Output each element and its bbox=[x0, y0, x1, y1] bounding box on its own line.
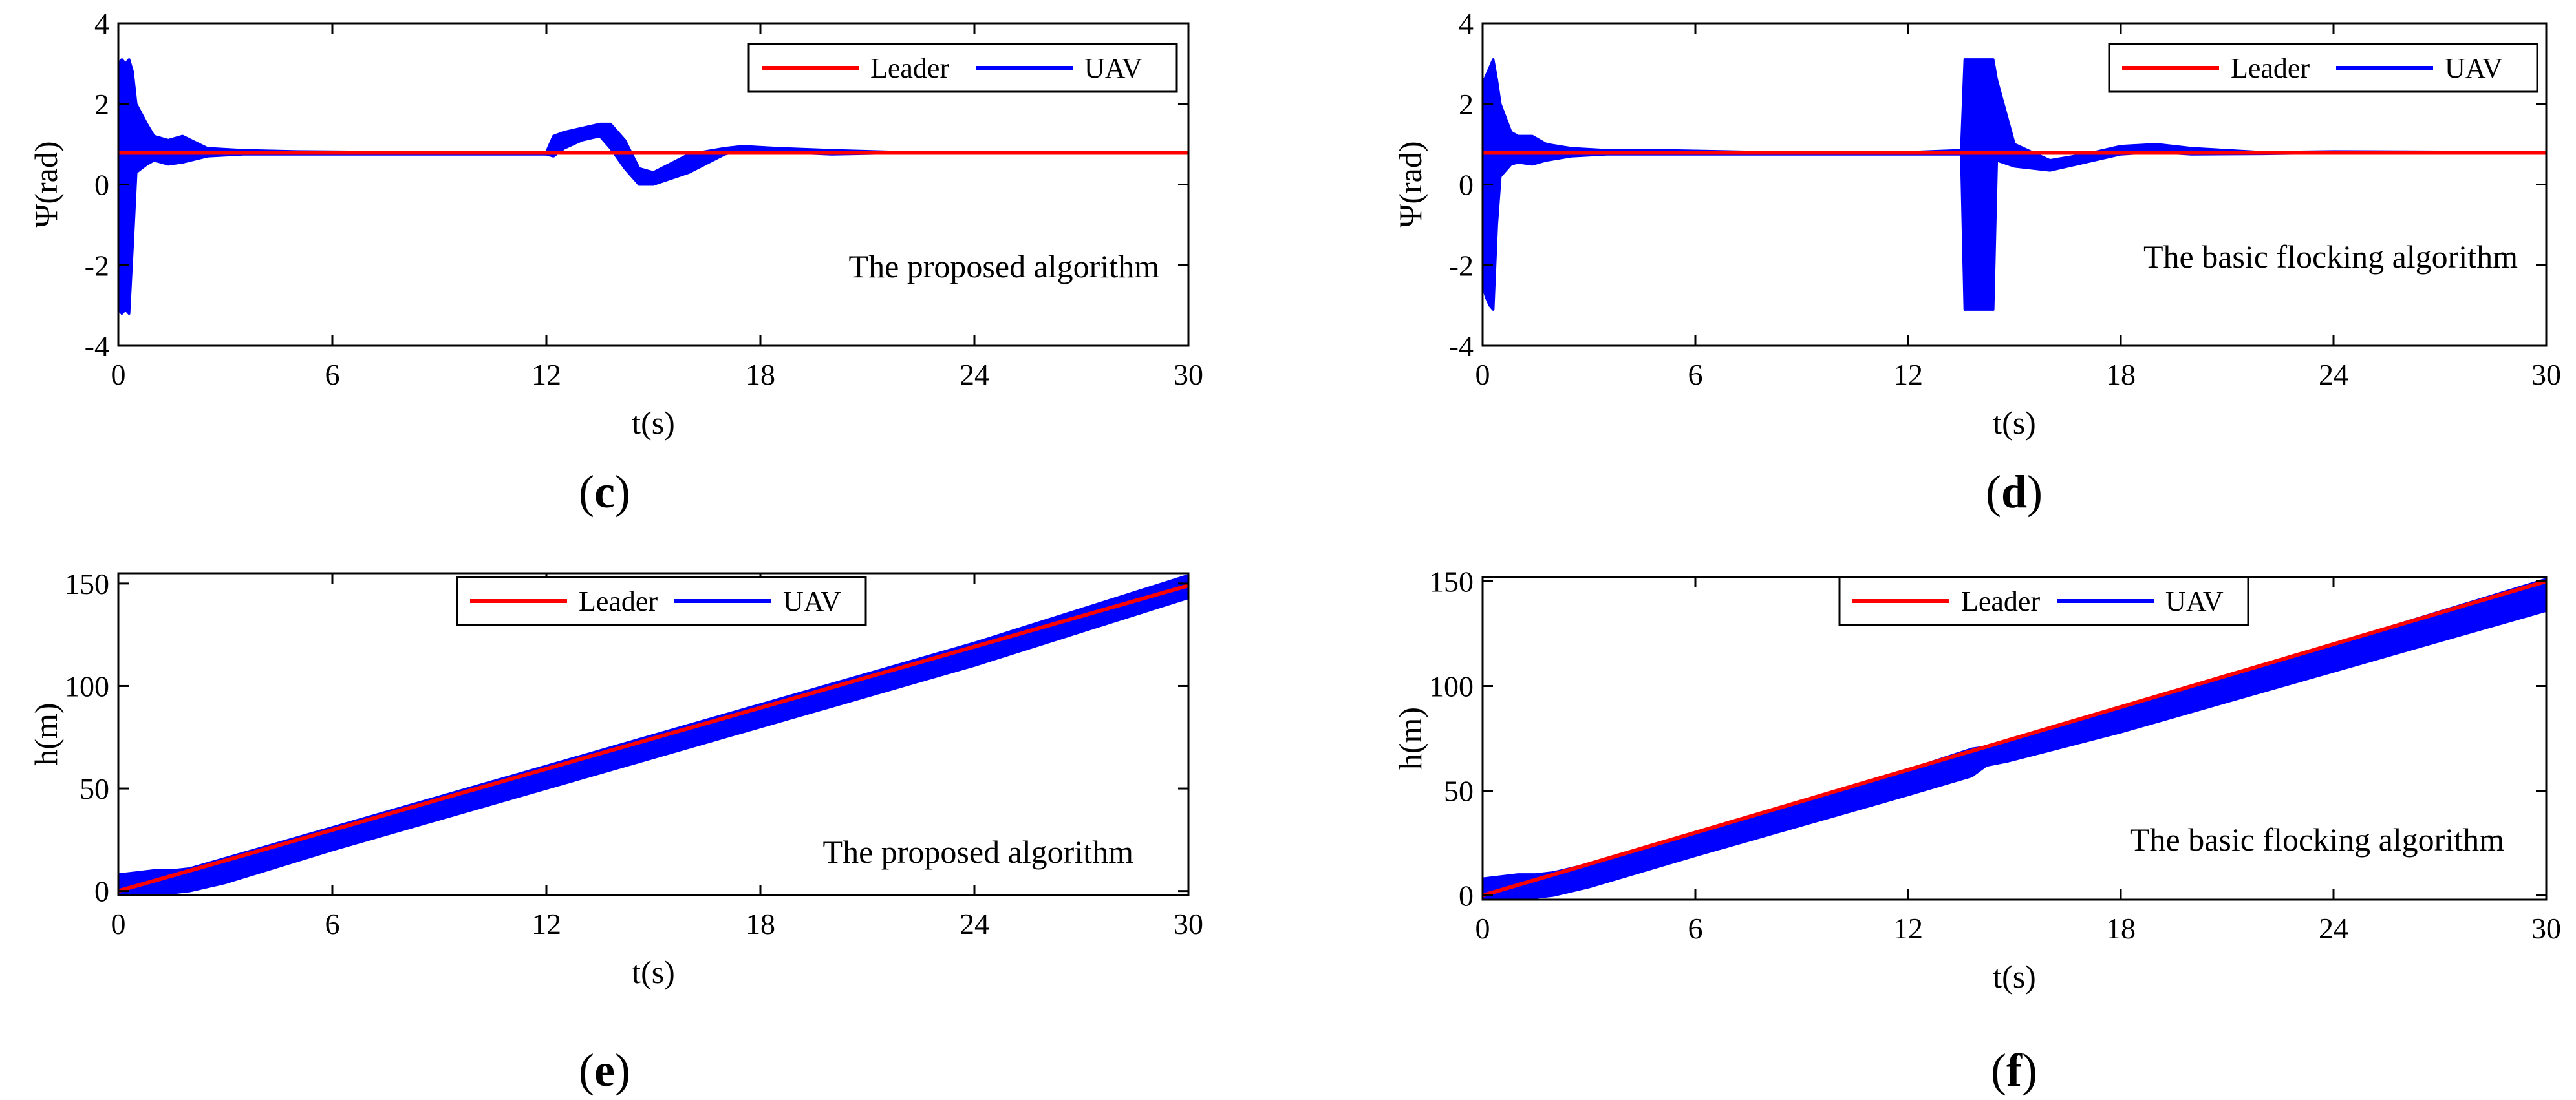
y-tick-label: 4 bbox=[1459, 7, 1474, 40]
panel-paren-close: ) bbox=[2027, 466, 2043, 518]
chart-panel-f: 0 6 12 18 24 30 0 50 100 150 t(s) h(m) The basic flo… bbox=[1392, 565, 2561, 1096]
panel-paren-close: ) bbox=[2022, 1044, 2037, 1096]
legend-label-leader: Leader bbox=[2231, 52, 2310, 84]
y-axis-label: Ψ(rad) bbox=[28, 141, 64, 227]
legend-label-uav: UAV bbox=[2165, 586, 2224, 617]
panel-letter: e bbox=[594, 1044, 615, 1096]
y-tick-label: 50 bbox=[1444, 775, 1474, 808]
x-axis-label: t(s) bbox=[1993, 958, 2036, 995]
legend-label-leader: Leader bbox=[870, 52, 949, 84]
x-tick-label: 24 bbox=[2319, 358, 2348, 391]
legend: Leader UAV bbox=[2108, 43, 2538, 93]
plot-area bbox=[118, 574, 1188, 895]
x-tick-label: 12 bbox=[1893, 912, 1923, 945]
y-tick-label: 100 bbox=[65, 670, 109, 703]
x-tick-label: 0 bbox=[1476, 358, 1490, 391]
annotation-text: The proposed algorithm bbox=[823, 834, 1134, 870]
x-tick-label: 12 bbox=[531, 358, 561, 391]
legend-label-leader: Leader bbox=[1961, 586, 2040, 617]
y-tick-label: 2 bbox=[94, 88, 109, 121]
legend-label-leader: Leader bbox=[579, 586, 658, 617]
x-tick-label: 6 bbox=[1688, 358, 1703, 391]
x-tick-label: 24 bbox=[960, 907, 989, 940]
x-tick-label: 18 bbox=[2106, 912, 2136, 945]
x-tick-label: 12 bbox=[1893, 358, 1923, 391]
x-tick-label: 6 bbox=[325, 907, 340, 940]
panel-paren-open: ( bbox=[1986, 466, 2001, 518]
chart-panel-e: 0 6 12 18 24 30 0 50 100 150 t(s) h(m) The proposed … bbox=[28, 567, 1203, 1096]
y-axis-label: Ψ(rad) bbox=[1392, 141, 1428, 227]
y-tick-label: 0 bbox=[1459, 880, 1474, 913]
y-tick-label: -4 bbox=[1449, 330, 1474, 363]
y-tick-label: -4 bbox=[85, 330, 109, 363]
series-uav-band bbox=[118, 58, 1188, 315]
y-tick-label: 150 bbox=[65, 567, 109, 600]
panel-letter: f bbox=[2006, 1044, 2023, 1096]
y-tick-label: 50 bbox=[80, 772, 109, 805]
x-axis-label: t(s) bbox=[632, 405, 675, 441]
series-leader-line bbox=[118, 584, 1188, 893]
panel-label: (c) bbox=[579, 466, 630, 518]
y-tick-label: 2 bbox=[1459, 88, 1474, 121]
x-axis-label: t(s) bbox=[1993, 405, 2036, 441]
legend-label-uav: UAV bbox=[783, 586, 841, 617]
x-tick-label: 0 bbox=[111, 907, 126, 940]
plot-area bbox=[118, 58, 1188, 315]
x-axis-label: t(s) bbox=[632, 954, 675, 990]
x-tick-label: 6 bbox=[1688, 912, 1703, 945]
y-axis-label: h(m) bbox=[28, 703, 64, 765]
x-tick-label: 24 bbox=[2319, 912, 2348, 945]
x-tick-label: 24 bbox=[960, 358, 989, 391]
y-tick-label: 4 bbox=[94, 7, 109, 40]
x-tick-label: 12 bbox=[531, 907, 561, 940]
series-leader-line bbox=[1483, 579, 2546, 898]
legend-label-uav: UAV bbox=[1084, 52, 1143, 84]
x-tick-label: 6 bbox=[325, 358, 340, 391]
y-tick-label: 0 bbox=[1459, 169, 1474, 202]
panel-paren-open: ( bbox=[579, 466, 594, 518]
panel-paren-open: ( bbox=[579, 1044, 594, 1096]
plot-area bbox=[1483, 58, 2546, 311]
x-tick-label: 30 bbox=[1174, 907, 1203, 940]
legend: Leader UAV bbox=[456, 576, 867, 626]
plot-area bbox=[1483, 578, 2546, 900]
legend: Leader UAV bbox=[1838, 576, 2249, 626]
series-uav-band bbox=[1483, 58, 2546, 311]
x-tick-label: 0 bbox=[111, 358, 126, 391]
axes-box bbox=[117, 572, 1190, 896]
legend-label-uav: UAV bbox=[2445, 52, 2503, 84]
panel-label: (d) bbox=[1986, 466, 2043, 518]
y-tick-label: 150 bbox=[1429, 565, 1474, 598]
x-tick-label: 30 bbox=[2531, 912, 2561, 945]
x-tick-label: 18 bbox=[2106, 358, 2136, 391]
legend: Leader UAV bbox=[747, 43, 1178, 93]
panel-paren-close: ) bbox=[615, 466, 630, 518]
y-tick-label: -2 bbox=[1449, 249, 1474, 282]
y-tick-label: -2 bbox=[85, 249, 109, 282]
annotation-text: The basic flocking algorithm bbox=[2143, 238, 2518, 275]
y-tick-label: 100 bbox=[1429, 670, 1474, 703]
panel-letter: c bbox=[594, 466, 615, 518]
y-tick-label: 0 bbox=[94, 169, 109, 202]
x-tick-label: 0 bbox=[1476, 912, 1490, 945]
panel-label: (f) bbox=[1991, 1044, 2037, 1096]
panel-paren-close: ) bbox=[615, 1044, 630, 1096]
x-tick-label: 30 bbox=[2531, 358, 2561, 391]
panel-letter: d bbox=[2001, 466, 2027, 518]
annotation-text: The basic flocking algorithm bbox=[2130, 821, 2504, 858]
panel-label: (e) bbox=[579, 1044, 630, 1096]
x-tick-label: 18 bbox=[746, 358, 775, 391]
x-tick-label: 18 bbox=[746, 907, 775, 940]
y-tick-label: 0 bbox=[94, 875, 109, 908]
x-tick-label: 30 bbox=[1174, 358, 1203, 391]
annotation-text: The proposed algorithm bbox=[849, 248, 1160, 284]
panel-paren-open: ( bbox=[1991, 1044, 2006, 1096]
y-axis-label: h(m) bbox=[1392, 707, 1428, 770]
